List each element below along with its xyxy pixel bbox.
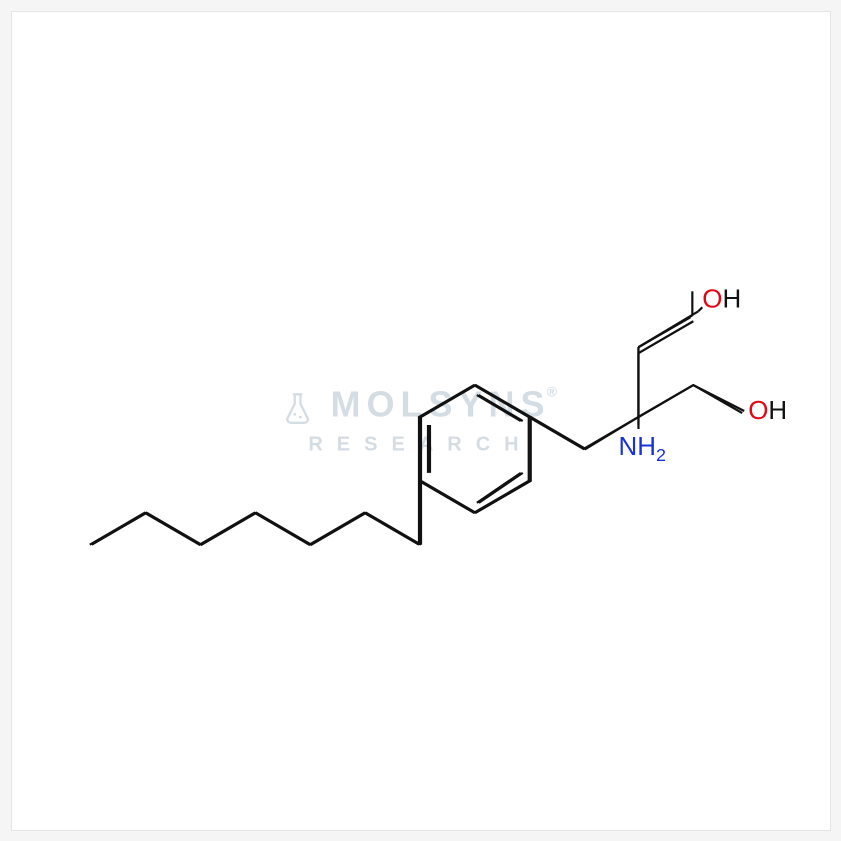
chemical-structure-main: OH OH NH2 [12,12,830,830]
image-frame: MOLSYNS® RESEARCH [11,11,831,831]
atom-oh-right: OH [748,397,787,425]
atom-nh2: NH2 [618,432,665,464]
atom-oh-top: OH [702,285,741,313]
